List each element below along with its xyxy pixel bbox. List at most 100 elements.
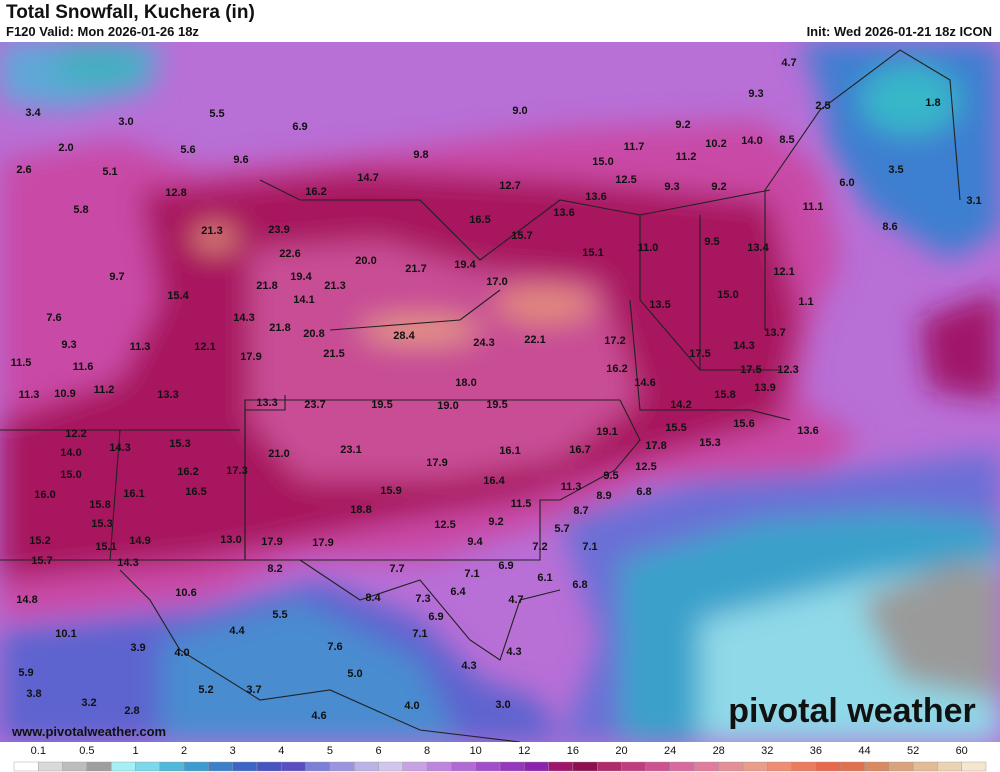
legend-swatch [669, 761, 695, 772]
snowfall-label: 14.2 [670, 399, 691, 411]
snowfall-label: 5.5 [272, 609, 287, 621]
snowfall-label: 23.7 [304, 399, 325, 411]
snowfall-label: 13.7 [764, 327, 785, 339]
snowfall-label: 3.2 [81, 697, 96, 709]
snowfall-label: 13.3 [157, 389, 178, 401]
snowfall-label: 17.3 [226, 465, 247, 477]
snowfall-label: 15.7 [31, 555, 52, 567]
snowfall-label: 3.7 [246, 684, 261, 696]
legend-label: 44 [858, 745, 870, 757]
snowfall-label: 10.6 [175, 587, 196, 599]
snowfall-label: 28.4 [393, 330, 415, 342]
legend-swatch [62, 761, 88, 772]
snowfall-label: 12.1 [773, 266, 794, 278]
legend-swatch [864, 761, 889, 772]
snowfall-label: 12.8 [165, 187, 186, 199]
legend-swatch [742, 761, 768, 772]
snowfall-label: 18.8 [350, 504, 371, 516]
snowfall-label: 16.1 [499, 445, 520, 457]
snowfall-label: 5.2 [198, 684, 213, 696]
snowfall-label: 11.3 [130, 341, 151, 353]
snowfall-label: 24.3 [473, 337, 494, 349]
snowfall-label: 9.4 [467, 536, 483, 548]
legend-swatch [572, 761, 598, 772]
snowfall-label: 9.2 [675, 119, 690, 131]
snowfall-label: 12.7 [499, 180, 520, 192]
snowfall-label: 14.7 [357, 172, 378, 184]
snowfall-label: 1.1 [798, 296, 813, 308]
snowfall-label: 9.6 [233, 154, 248, 166]
legend-swatch [305, 761, 331, 772]
snowfall-label: 13.0 [220, 534, 241, 546]
snowfall-label: 21.8 [256, 280, 277, 292]
snowfall-label: 17.9 [426, 457, 447, 469]
snowfall-label: 12.5 [434, 519, 455, 531]
legend-swatch [499, 761, 525, 772]
snowfall-label: 12.5 [615, 174, 636, 186]
legend-label: 60 [956, 745, 968, 757]
snowfall-label: 17.9 [240, 351, 261, 363]
legend-swatch [38, 761, 63, 772]
snowfall-label: 7.2 [532, 541, 547, 553]
snowfall-label: 14.0 [60, 447, 81, 459]
snowfall-label: 16.2 [606, 363, 627, 375]
snowfall-label: 8.2 [267, 563, 282, 575]
snowfall-label: 17.0 [486, 276, 507, 288]
snowfall-label: 14.3 [109, 442, 130, 454]
snowfall-label: 17.5 [689, 348, 710, 360]
snowfall-label: 15.5 [665, 422, 686, 434]
snowfall-label: 11.5 [511, 498, 532, 510]
snowfall-label: 21.3 [201, 225, 222, 237]
legend-label: 0.5 [79, 745, 94, 757]
snowfall-label: 3.8 [26, 688, 41, 700]
legend-swatch [840, 761, 865, 772]
snowfall-label: 7.6 [327, 641, 342, 653]
snowfall-label: 1.8 [925, 97, 940, 109]
snowfall-label: 13.3 [256, 397, 277, 409]
snowfall-label: 5.9 [18, 667, 33, 679]
snowfall-label: 22.6 [279, 248, 300, 260]
valid-time: F120 Valid: Mon 2026-01-26 18z [6, 24, 199, 39]
legend-swatch [888, 761, 914, 772]
snowfall-label: 2.8 [124, 705, 139, 717]
snowfall-label: 11.2 [94, 384, 115, 396]
snowfall-label: 6.8 [572, 579, 587, 591]
snowfall-label: 19.0 [437, 400, 458, 412]
snowfall-label: 15.0 [592, 156, 613, 168]
legend-swatch [791, 761, 817, 772]
legend-label: 16 [567, 745, 579, 757]
snowfall-label: 4.4 [229, 625, 245, 637]
snowfall-label: 3.0 [495, 699, 510, 711]
snowfall-label: 8.7 [573, 505, 588, 517]
snowfall-label: 11.7 [624, 141, 645, 153]
snowfall-label: 14.6 [634, 377, 655, 389]
snowfall-label: 5.1 [102, 166, 117, 178]
legend-swatch [912, 761, 938, 772]
legend-swatch [232, 761, 258, 772]
snowfall-label: 14.3 [117, 557, 138, 569]
snowfall-label: 5.8 [73, 204, 88, 216]
snowfall-labels: 3.4 3.0 5.5 6.9 9.0 4.7 9.3 2.5 1.8 2.0 5.6 9.6 9.8 1… [11, 57, 982, 722]
legend-swatch [354, 761, 379, 772]
snowfall-label: 9.3 [664, 181, 679, 193]
legend-swatch [548, 761, 574, 772]
snowfall-label: 15.0 [717, 289, 738, 301]
title: Total Snowfall, Kuchera (in) [6, 2, 255, 23]
snowfall-label: 12.2 [65, 428, 86, 440]
snowfall-label: 15.3 [699, 437, 720, 449]
snowfall-label: 5.0 [347, 668, 362, 680]
snowfall-label: 5.7 [554, 523, 569, 535]
snowfall-label: 13.5 [649, 299, 670, 311]
snowfall-label: 3.0 [118, 116, 133, 128]
legend-swatch [378, 761, 403, 772]
legend-swatch [815, 761, 841, 772]
url: www.pivotalweather.com [11, 724, 166, 739]
legend-swatch [110, 761, 136, 772]
snowfall-label: 15.3 [169, 438, 190, 450]
snowfall-label: 3.5 [888, 164, 903, 176]
snowfall-label: 15.2 [29, 535, 50, 547]
header: Total Snowfall, Kuchera (in) F120 Valid:… [0, 0, 1000, 42]
snowfall-label: 16.4 [483, 475, 505, 487]
snowfall-label: 12.1 [194, 341, 215, 353]
snowfall-label: 15.6 [733, 418, 754, 430]
